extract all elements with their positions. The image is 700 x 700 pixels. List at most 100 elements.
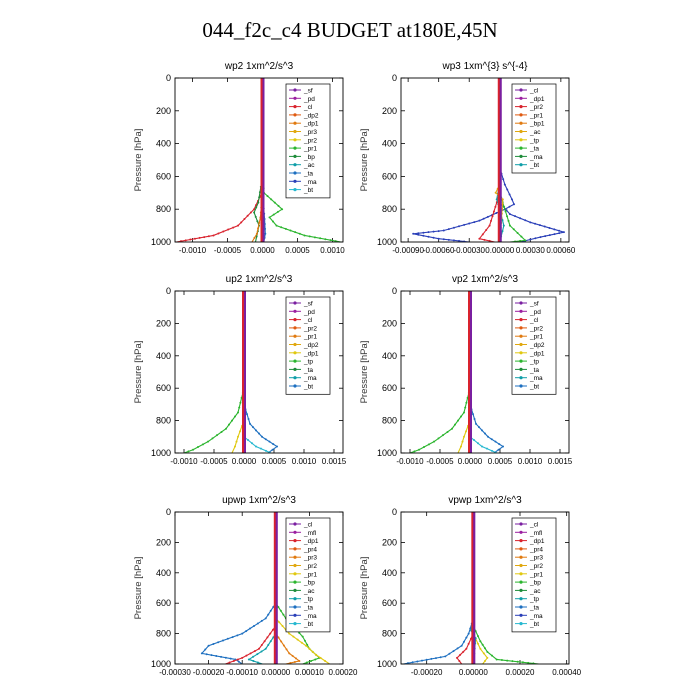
legend-marker	[519, 613, 523, 617]
chart-panel-4: vp2 1xm^2/s^3 Pressure [hPa] 0 200 400 600 800…	[359, 274, 573, 466]
series-point	[272, 220, 274, 223]
legend-label: _dp1	[303, 538, 319, 545]
series-point	[303, 639, 306, 642]
series-point	[187, 450, 190, 453]
legend-marker	[519, 384, 523, 388]
legend-label: _cl	[303, 104, 313, 111]
series-point	[253, 211, 256, 214]
series-point	[501, 203, 504, 206]
series-point	[241, 656, 244, 659]
series-point	[211, 437, 214, 440]
legend-label: _pr3	[303, 129, 317, 136]
series-point	[305, 661, 308, 664]
legend-label: _pr1	[529, 112, 543, 119]
series-point	[481, 643, 484, 646]
series-point	[442, 229, 445, 232]
series-point	[428, 443, 430, 446]
series-point	[516, 660, 519, 663]
series-point	[502, 224, 505, 227]
x-tick-label: 0.0005	[262, 457, 287, 466]
series-point	[235, 440, 238, 443]
series-point	[417, 232, 420, 235]
legend-marker	[293, 138, 297, 142]
x-tick-label: 0.0000	[458, 457, 483, 466]
series-point	[432, 236, 435, 239]
y-tick-label: 600	[382, 383, 397, 393]
series-point	[498, 443, 501, 446]
series-point	[222, 639, 224, 642]
series-point	[501, 230, 504, 233]
series-point	[313, 236, 316, 239]
series-point	[282, 644, 285, 647]
legend-marker	[293, 113, 297, 117]
series-point	[239, 430, 241, 433]
series-point	[519, 217, 522, 220]
series-point	[289, 661, 292, 664]
y-tick-label: 1000	[151, 237, 171, 247]
series-point	[256, 661, 259, 664]
legend-label: _ma	[529, 613, 543, 620]
series-point	[486, 656, 489, 659]
series-point	[260, 447, 262, 450]
series-point	[452, 226, 455, 229]
x-tick-label: 0.00040	[552, 668, 581, 677]
series-point	[490, 438, 493, 441]
legend-label: _mfl	[529, 530, 543, 537]
legend-marker	[293, 572, 297, 576]
y-tick-label: 800	[156, 629, 171, 639]
y-tick-label: 800	[382, 416, 397, 426]
series-point	[264, 438, 267, 441]
legend-marker	[519, 163, 523, 167]
series-group	[409, 291, 504, 453]
series-point	[437, 237, 440, 240]
series-point	[488, 224, 491, 227]
panel-title: wp2 1xm^2/s^3	[224, 61, 294, 72]
series-point	[486, 447, 488, 450]
series-point	[247, 439, 249, 442]
series-point	[494, 205, 497, 208]
series-point	[488, 239, 491, 242]
series-point	[255, 429, 257, 432]
panel-title: vpwp 1xm^2/s^3	[448, 495, 522, 506]
legend-label: _pr1	[303, 334, 317, 341]
series-point	[255, 232, 258, 235]
legend-label: _tp	[303, 359, 313, 366]
legend-marker	[519, 530, 523, 534]
series-point	[269, 640, 272, 643]
legend-marker	[519, 334, 523, 338]
series-point	[329, 239, 332, 242]
panel-title: wp3 1xm^{3} s^{-4}	[442, 61, 529, 72]
series-point	[511, 660, 514, 663]
series-point	[238, 406, 241, 409]
series-point	[510, 198, 513, 201]
series-point	[266, 636, 269, 639]
y-tick-label: 0	[392, 286, 397, 296]
legend-label: _ac	[529, 588, 541, 595]
series-point	[497, 448, 500, 451]
legend-label: _tp	[529, 137, 539, 144]
series-point	[513, 203, 516, 206]
series-point	[473, 417, 476, 420]
legend-label: _sf	[303, 88, 313, 95]
y-axis-label: Pressure [hPa]	[133, 341, 144, 404]
series-point	[272, 636, 275, 639]
series-point	[252, 625, 255, 627]
series-point	[425, 658, 428, 661]
legend-marker	[519, 597, 523, 601]
series-point	[284, 227, 287, 230]
series-point	[258, 191, 261, 194]
legend-label: _pr4	[529, 546, 543, 553]
series-point	[444, 655, 447, 658]
x-tick-label: 0.00010	[295, 668, 324, 677]
series-point	[189, 238, 192, 241]
series-point	[253, 208, 256, 211]
series-point	[484, 432, 486, 435]
legend-marker	[519, 367, 523, 371]
legend-label: _ta	[303, 605, 313, 612]
series-line-ta	[469, 291, 504, 453]
series-point	[298, 631, 301, 634]
series-point	[417, 233, 420, 236]
series-point	[267, 644, 270, 646]
series-point	[421, 659, 423, 662]
series-point	[553, 228, 556, 231]
